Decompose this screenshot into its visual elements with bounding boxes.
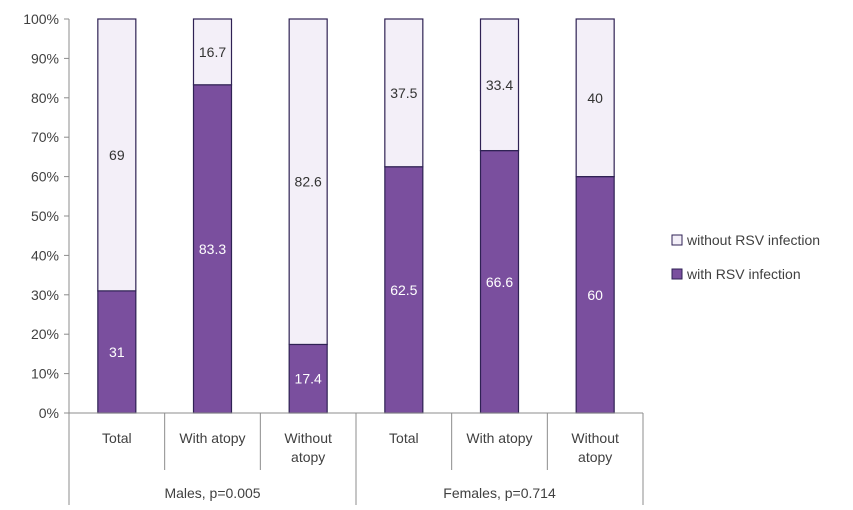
legend-swatch-without-rsv [671,234,683,246]
bar-without-rsv-0 [97,18,137,292]
data-label-with-2: 17.4 [295,371,322,387]
y-tick-label: 80% [31,90,59,106]
data-label-with-1: 83.3 [199,241,226,257]
bar-with-rsv-0 [97,290,137,414]
y-tick-label: 20% [31,326,59,342]
y-tick-label: 90% [31,50,59,66]
x-group-label: Females, p=0.714 [443,485,556,501]
x-tick-label: Total [102,430,132,446]
data-label-without-2: 82.6 [295,174,322,190]
x-group-label: Males, p=0.005 [164,485,260,501]
bar-without-rsv-2 [288,18,328,346]
legend-swatch-with-rsv [671,268,683,280]
axes: 0% 10% 20% 30% 40% 50% 60% 70% 80% 90% 100% [23,11,70,421]
legend-label: without RSV infection [686,232,820,248]
x-tick-label: With atopy [179,430,245,446]
data-label-without-4: 33.4 [486,77,513,93]
y-tick-label: 100% [23,11,59,27]
bar-without-rsv-3 [384,18,424,168]
data-label-with-0: 31 [109,344,125,360]
x-axis: Total With atopy Without atopy Total With ato… [68,412,644,505]
y-tick-label: 10% [31,366,59,382]
legend-label: with RSV infection [686,266,801,282]
bar-without-rsv-5 [575,18,615,178]
data-label-with-5: 60 [587,287,603,303]
bar-without-rsv-1 [192,18,233,86]
x-tick-label: Without atopy [571,430,619,465]
value-labels: 31 69 83.3 16.7 17.4 82.6 62.5 37.5 66.6 33.4 60 40 [109,44,603,387]
y-tick-label: 60% [31,169,59,185]
data-label-without-3: 37.5 [390,85,417,101]
y-tick-label: 30% [31,287,59,303]
data-label-with-3: 62.5 [390,282,417,298]
y-tick-label: 70% [31,129,59,145]
data-label-without-5: 40 [587,90,603,106]
x-tick-label: Without atopy [284,430,332,465]
bars [97,18,615,414]
bar-without-rsv-4 [479,18,520,152]
data-label-without-0: 69 [109,147,125,163]
bar-with-rsv-5 [575,176,615,414]
bar-with-rsv-3 [384,166,424,414]
data-label-with-4: 66.6 [486,274,513,290]
x-tick-label: With atopy [466,430,532,446]
y-tick-label: 40% [31,247,59,263]
data-label-without-1: 16.7 [199,44,226,60]
x-tick-label: Total [389,430,419,446]
y-tick-label: 0% [39,405,59,421]
y-tick-label: 50% [31,208,59,224]
legend: without RSV infection with RSV infection [671,232,820,282]
